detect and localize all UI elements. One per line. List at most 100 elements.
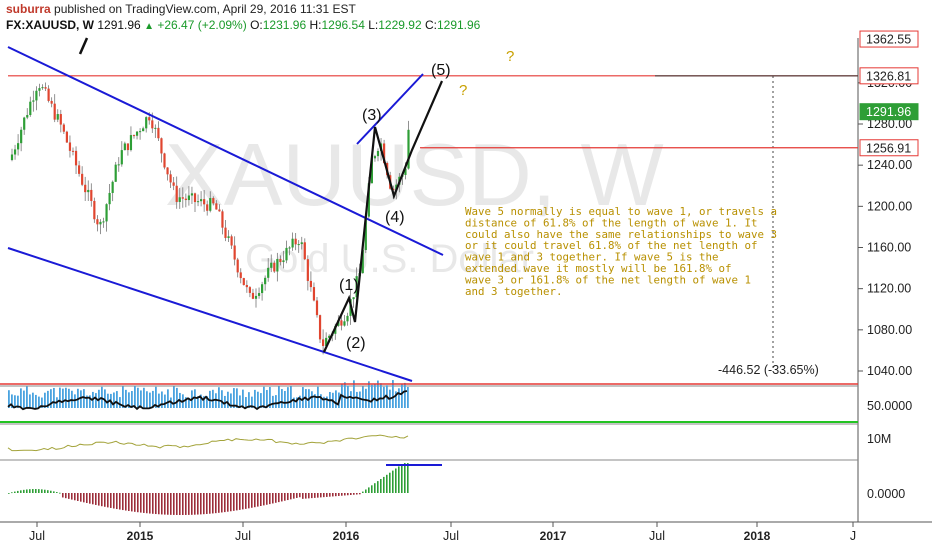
channel-lines[interactable] bbox=[7, 46, 444, 382]
ind1-bar bbox=[62, 388, 64, 408]
ind3-bar bbox=[65, 493, 67, 499]
ind3-bar bbox=[185, 493, 187, 515]
ind3-bar bbox=[170, 493, 172, 515]
wave-label-5: (5) bbox=[431, 62, 451, 79]
ind3-bar bbox=[263, 493, 265, 506]
ind1-bar bbox=[74, 394, 76, 408]
candle-body bbox=[102, 221, 105, 223]
candle-body bbox=[111, 181, 114, 193]
ind3-bar bbox=[128, 493, 130, 511]
annotation-line: and 3 together. bbox=[465, 285, 563, 298]
ind1-bar bbox=[254, 389, 256, 408]
ind1-bar bbox=[218, 387, 220, 408]
ind3-bar bbox=[404, 463, 406, 493]
ind1-bar bbox=[155, 386, 157, 408]
candle-body bbox=[306, 259, 309, 281]
candle-body bbox=[233, 245, 236, 260]
ind3-bar bbox=[95, 493, 97, 505]
indicator-pane-2 bbox=[7, 434, 409, 452]
ind3-bar bbox=[377, 481, 379, 493]
candle-body bbox=[132, 135, 136, 137]
author-name[interactable]: suburra bbox=[6, 2, 51, 16]
candle-body bbox=[29, 101, 32, 116]
candle-body bbox=[50, 100, 53, 104]
time-tick-label: 2015 bbox=[127, 529, 154, 543]
ind3-bar bbox=[308, 493, 310, 499]
ind1-bar bbox=[14, 395, 16, 408]
candle-body bbox=[212, 198, 215, 204]
wave-label-3: (3) bbox=[362, 107, 382, 124]
candle-body bbox=[26, 115, 29, 118]
wave3-5-line[interactable] bbox=[356, 73, 424, 145]
ind1-bar bbox=[119, 397, 121, 408]
candle-body bbox=[129, 135, 133, 151]
candle-body bbox=[184, 198, 187, 201]
candle-body bbox=[355, 276, 358, 298]
time-axis[interactable]: Jul 2015 Jul 2016 Jul 2017 Jul 2018 J bbox=[29, 522, 856, 543]
wave-label-4: (4) bbox=[385, 209, 405, 226]
ind1-bar bbox=[269, 387, 271, 408]
ind3-bar bbox=[215, 493, 217, 514]
ind3-bar bbox=[161, 493, 163, 515]
ind1-bar bbox=[50, 389, 52, 408]
lower-channel-line[interactable] bbox=[7, 247, 413, 382]
ind1-bar bbox=[251, 396, 253, 408]
ind3-bar bbox=[338, 493, 340, 496]
upper-channel-line[interactable] bbox=[7, 46, 444, 256]
ind1-bar bbox=[38, 396, 40, 408]
ind3-bar bbox=[71, 493, 73, 500]
ind1-bar bbox=[173, 386, 175, 408]
ind3-bar bbox=[254, 493, 256, 508]
ind3-bar bbox=[29, 489, 31, 493]
ind3-bar bbox=[218, 493, 220, 513]
price-tag-label: 1326.81 bbox=[866, 69, 911, 83]
ind3-bar bbox=[68, 493, 70, 499]
candle-body bbox=[346, 315, 349, 322]
annotation-text: Wave 5 normally is equal to wave 1, or t… bbox=[465, 205, 777, 298]
ind3-bar bbox=[23, 489, 25, 493]
ind3-bar bbox=[50, 490, 52, 493]
ind1-bar bbox=[368, 381, 370, 408]
candle-body bbox=[276, 258, 279, 272]
ind3-bar bbox=[368, 487, 370, 493]
ind3-bar bbox=[269, 493, 271, 505]
annotation-line: distance of 61.8% of the length of wave … bbox=[465, 216, 758, 229]
ind3-bar bbox=[407, 463, 409, 493]
candle-body bbox=[47, 88, 50, 101]
candle-body bbox=[157, 127, 160, 139]
price-axis[interactable]: 1040.00 1080.00 1120.00 1160.00 1200.00 1240.… bbox=[858, 76, 912, 378]
ind3-bar bbox=[107, 493, 109, 508]
candle-body bbox=[172, 182, 175, 186]
ind3-bar bbox=[56, 492, 58, 493]
ind1-bar bbox=[260, 393, 262, 408]
ind3-bar bbox=[206, 493, 208, 514]
ind1-bar bbox=[35, 394, 37, 408]
ind3-bar bbox=[224, 493, 226, 513]
ind1-bar bbox=[152, 390, 154, 408]
ind1-bar bbox=[29, 394, 31, 408]
ind1-bar bbox=[281, 389, 283, 408]
ind3-bar bbox=[173, 493, 175, 515]
ind3-bar bbox=[191, 493, 193, 515]
publish-info: published on TradingView.com, April 29, … bbox=[54, 2, 356, 16]
time-tick-label: J bbox=[850, 529, 856, 543]
ind1-bar bbox=[266, 390, 268, 408]
candle-body bbox=[96, 219, 99, 225]
ind3-bar bbox=[392, 470, 394, 493]
candle-body bbox=[145, 117, 148, 129]
candle-body bbox=[35, 90, 38, 101]
ind3-bar bbox=[59, 492, 61, 494]
ind3-bar bbox=[203, 493, 205, 515]
elliott-wave-path[interactable] bbox=[323, 80, 444, 353]
ind3-bar bbox=[134, 493, 136, 512]
candle-body bbox=[242, 278, 245, 285]
ind3-bar bbox=[245, 493, 247, 509]
ind1-bar bbox=[275, 395, 277, 408]
ind1-bar bbox=[290, 386, 292, 408]
ind1-bar bbox=[65, 387, 67, 408]
ind3-bar bbox=[35, 489, 37, 493]
candle-body bbox=[224, 227, 227, 238]
ind3-bar bbox=[287, 493, 289, 501]
ind3-bar bbox=[8, 493, 10, 494]
